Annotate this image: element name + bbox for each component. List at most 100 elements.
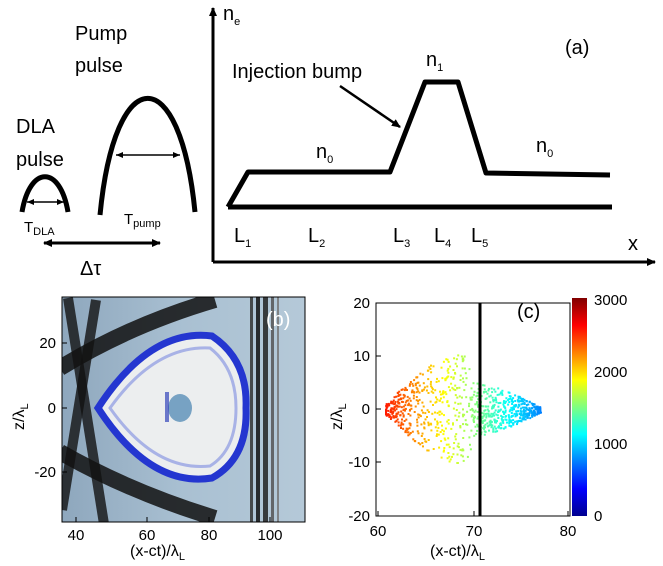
particle	[483, 414, 486, 417]
particle	[484, 409, 487, 412]
particle	[483, 388, 486, 391]
particle	[422, 411, 425, 414]
particle	[422, 445, 424, 448]
particle	[392, 411, 394, 414]
particle	[469, 443, 471, 446]
particle	[447, 386, 450, 389]
particle	[486, 392, 489, 395]
particle	[420, 423, 423, 426]
particle	[484, 419, 487, 422]
particle	[391, 401, 394, 404]
particle	[464, 383, 467, 386]
particle	[407, 413, 410, 415]
particle	[415, 396, 418, 398]
position-label: L2	[308, 225, 325, 250]
particle	[426, 409, 429, 412]
particle	[480, 395, 483, 398]
particle	[400, 410, 403, 413]
particle	[432, 365, 435, 368]
particle	[465, 396, 468, 399]
particle	[386, 403, 389, 406]
particle	[503, 413, 506, 415]
particle	[461, 449, 464, 452]
particle	[428, 366, 431, 369]
particle	[505, 397, 508, 400]
particle	[392, 408, 395, 411]
particle	[458, 386, 461, 389]
particle	[464, 372, 467, 375]
particle	[532, 411, 535, 414]
particle	[519, 417, 522, 420]
particle	[472, 418, 475, 421]
particle	[493, 403, 496, 406]
particle	[520, 407, 522, 410]
particle	[441, 424, 443, 427]
pump-pulse	[97, 95, 198, 216]
particle	[485, 390, 487, 393]
particle	[501, 419, 504, 422]
particle	[408, 427, 411, 430]
particle	[497, 426, 500, 429]
particle	[522, 410, 525, 413]
particle	[520, 412, 523, 415]
y-tick-label: -20	[348, 508, 370, 525]
x-tick-label: 100	[257, 527, 282, 544]
particle	[395, 419, 398, 422]
particle	[525, 408, 528, 411]
particle	[505, 400, 508, 403]
particle	[476, 417, 479, 420]
particle	[429, 422, 432, 425]
particle	[436, 398, 439, 401]
y-tick-label: -10	[348, 454, 370, 471]
panel-label: (b)	[266, 309, 290, 331]
particle	[510, 398, 513, 401]
particle	[399, 414, 402, 417]
particle	[412, 384, 415, 387]
particle	[391, 412, 394, 415]
particle	[459, 379, 462, 381]
particle	[483, 433, 486, 436]
particle	[398, 398, 401, 401]
particle	[503, 405, 506, 408]
y-tick-label: -20	[34, 464, 56, 481]
particle	[502, 421, 505, 424]
particle	[414, 384, 417, 387]
pulse-label: pulse	[75, 55, 123, 77]
particle	[470, 415, 473, 418]
particle	[408, 384, 411, 387]
particle	[407, 404, 410, 407]
particle	[407, 402, 410, 405]
density-label: n0	[536, 135, 553, 160]
particle	[473, 434, 476, 437]
particle	[387, 409, 390, 412]
particle	[396, 412, 399, 415]
particle	[434, 411, 436, 414]
particle	[434, 418, 436, 421]
particle	[456, 365, 458, 368]
particle	[402, 423, 404, 426]
x-tick-label: 80	[201, 527, 218, 544]
particle	[480, 412, 483, 415]
particle	[482, 391, 485, 394]
particle	[458, 395, 461, 398]
particle	[419, 415, 422, 418]
particle	[439, 390, 441, 393]
particle	[495, 413, 498, 416]
particle	[427, 369, 430, 372]
panel-label: (a)	[565, 37, 589, 59]
particle	[439, 431, 442, 433]
particle	[488, 395, 491, 398]
particle	[510, 425, 513, 428]
particle	[512, 400, 514, 403]
particle	[480, 420, 483, 423]
particle	[406, 395, 409, 398]
particle	[403, 389, 406, 392]
particle	[457, 446, 460, 449]
particle	[469, 448, 472, 451]
particle	[507, 399, 510, 401]
particle	[493, 418, 496, 421]
particle	[518, 413, 521, 415]
particle	[401, 388, 404, 391]
particle	[470, 429, 473, 432]
particle	[446, 358, 449, 361]
